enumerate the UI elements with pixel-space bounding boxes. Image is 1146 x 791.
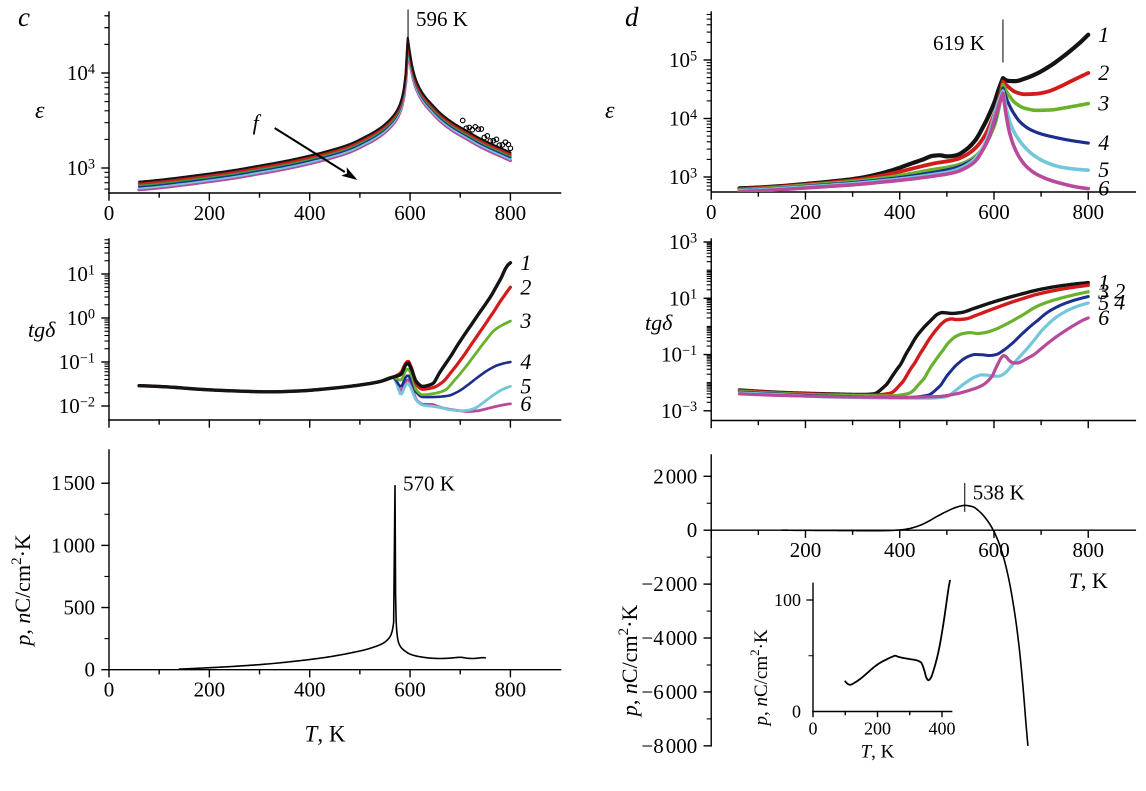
svg-text:1500: 1500 — [51, 471, 95, 495]
svg-text:p, nC/cm2·K: p, nC/cm2·K — [9, 534, 35, 647]
svg-text:800: 800 — [1072, 200, 1104, 224]
svg-text:0: 0 — [687, 518, 698, 542]
svg-text:400: 400 — [294, 678, 326, 702]
svg-text:200: 200 — [194, 678, 226, 702]
svg-text:T, K: T, K — [861, 742, 895, 763]
svg-text:p, nC/cm2·K: p, nC/cm2·K — [747, 629, 772, 727]
svg-text:400: 400 — [884, 200, 916, 224]
svg-text:400: 400 — [929, 719, 956, 739]
svg-text:p, nC/cm2·K: p, nC/cm2·K — [616, 605, 642, 718]
svg-text:800: 800 — [495, 678, 527, 702]
svg-text:200: 200 — [194, 201, 226, 225]
svg-text:600: 600 — [394, 678, 426, 702]
svg-text:500: 500 — [63, 596, 95, 620]
svg-text:−4000: −4000 — [641, 626, 697, 650]
svg-text:619 K: 619 K — [933, 31, 985, 55]
svg-text:570 K: 570 K — [403, 472, 455, 496]
svg-text:0: 0 — [706, 200, 717, 224]
svg-text:−6000: −6000 — [641, 680, 697, 704]
svg-text:200: 200 — [790, 200, 822, 224]
svg-text:1: 1 — [520, 250, 531, 275]
svg-text:d: d — [625, 2, 639, 32]
svg-text:tgδ: tgδ — [645, 310, 673, 335]
svg-text:T, K: T, K — [1069, 568, 1108, 593]
svg-text:4: 4 — [1098, 130, 1109, 155]
svg-text:0: 0 — [792, 702, 801, 722]
svg-text:800: 800 — [495, 201, 527, 225]
svg-text:1000: 1000 — [51, 533, 95, 557]
svg-text:2: 2 — [1098, 60, 1109, 85]
svg-text:0: 0 — [104, 201, 115, 225]
svg-text:6: 6 — [1098, 176, 1109, 201]
svg-text:400: 400 — [294, 201, 326, 225]
svg-text:100: 100 — [774, 590, 801, 610]
svg-text:600: 600 — [394, 201, 426, 225]
svg-text:2: 2 — [520, 274, 531, 299]
svg-text:4: 4 — [1114, 290, 1125, 315]
svg-text:0: 0 — [84, 658, 95, 682]
svg-text:6: 6 — [1098, 305, 1109, 330]
svg-text:200: 200 — [790, 538, 822, 562]
svg-text:ε: ε — [35, 98, 45, 124]
svg-text:c: c — [18, 2, 30, 32]
svg-text:6: 6 — [520, 391, 531, 416]
svg-text:T, K: T, K — [305, 722, 346, 747]
svg-text:−2000: −2000 — [641, 572, 697, 596]
svg-text:−8000: −8000 — [641, 734, 697, 758]
svg-text:0: 0 — [809, 719, 818, 739]
svg-text:800: 800 — [1072, 538, 1104, 562]
svg-text:tgδ: tgδ — [28, 317, 56, 342]
svg-text:400: 400 — [884, 538, 916, 562]
svg-text:ε: ε — [605, 98, 615, 124]
svg-text:1: 1 — [1098, 22, 1109, 47]
svg-text:600: 600 — [978, 200, 1010, 224]
svg-text:538 K: 538 K — [973, 480, 1025, 504]
svg-text:596 K: 596 K — [416, 7, 468, 31]
svg-text:600: 600 — [978, 538, 1010, 562]
svg-text:3: 3 — [1097, 91, 1109, 116]
svg-text:2000: 2000 — [653, 464, 697, 488]
svg-text:4: 4 — [520, 349, 531, 374]
svg-text:0: 0 — [104, 678, 115, 702]
svg-text:3: 3 — [519, 308, 531, 333]
svg-text:200: 200 — [864, 719, 891, 739]
